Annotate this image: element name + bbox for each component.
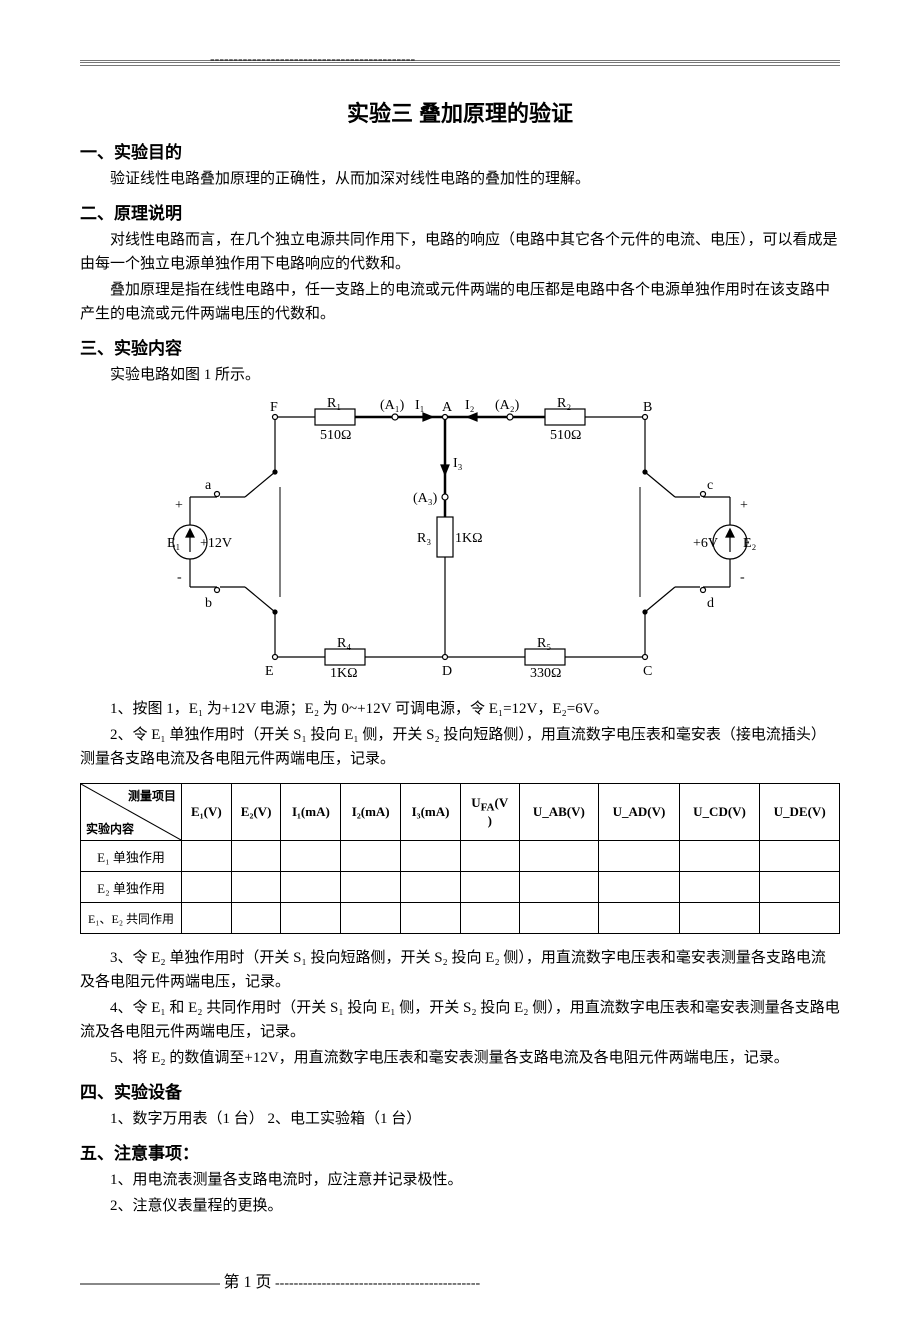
table-row: E₁、E₂ 共同作用: [81, 903, 840, 934]
table-diag-header: 测量项目 实验内容: [81, 784, 182, 841]
row-e2-only: E₂ 单独作用: [81, 872, 182, 903]
i1-label: I₁: [415, 398, 425, 413]
table-row: E₂ 单独作用: [81, 872, 840, 903]
r5-value: 330Ω: [530, 666, 561, 681]
table-hdr-bottom: 实验内容: [86, 820, 134, 837]
r1-label: R₁: [327, 397, 341, 411]
r2-label: R₂: [557, 397, 571, 411]
i2-label: I₂: [465, 398, 475, 413]
section-1-p1: 验证线性电路叠加原理的正确性，从而加深对线性电路的叠加性的理解。: [80, 167, 840, 191]
a1-label: (A₁): [380, 398, 405, 413]
section-2-heading: 二、原理说明: [80, 199, 840, 224]
section-3-p1: 实验电路如图 1 所示。: [80, 363, 840, 387]
section-2-p2: 叠加原理是指在线性电路中，任一支路上的电流或元件两端的电压都是电路中各个电源单独…: [80, 278, 840, 326]
col-ucd: U_CD(V): [679, 784, 760, 841]
table-hdr-top: 测量项目: [128, 787, 176, 804]
page-number: 第 1 页: [224, 1274, 272, 1291]
node-A: A: [442, 400, 453, 415]
section-5-heading: 五、注意事项：: [80, 1139, 840, 1164]
e1-minus: -: [177, 570, 182, 585]
page-footer: 第 1 页 ----------------------------------…: [80, 1268, 840, 1292]
section-5-p1: 1、用电流表测量各支路电流时，应注意并记录极性。: [80, 1168, 840, 1192]
a3-label: (A₃): [413, 491, 438, 506]
e1-value: +12V: [200, 536, 232, 551]
r4-value: 1KΩ: [330, 666, 358, 681]
node-d: d: [707, 596, 714, 611]
node-D: D: [442, 664, 452, 679]
section-1-heading: 一、实验目的: [80, 138, 840, 163]
r5-label: R₅: [537, 636, 551, 651]
e2-label: E₂: [743, 536, 757, 551]
e1-label: E₁: [167, 536, 180, 551]
e2-minus: -: [740, 570, 745, 585]
section-3-p4: 3、令 E₂ 单独作用时（开关 S₁ 投向短路侧，开关 S₂ 投向 E₂ 侧），…: [80, 946, 840, 994]
col-i2: I₂(mA): [341, 784, 401, 841]
circuit-diagram: F A B E D C R₁ 510Ω R₂ 510Ω R₃ 1KΩ R₄ 1K…: [145, 397, 775, 687]
r4-label: R₄: [337, 636, 351, 651]
section-2-p1: 对线性电路而言，在几个独立电源共同作用下，电路的响应（电路中其它各个元件的电流、…: [80, 228, 840, 276]
col-uad: U_AD(V): [599, 784, 680, 841]
section-3-p5: 4、令 E₁ 和 E₂ 共同作用时（开关 S₁ 投向 E₁ 侧，开关 S₂ 投向…: [80, 996, 840, 1044]
table-row: E₁ 单独作用: [81, 841, 840, 872]
e2-value: +6V: [693, 536, 718, 551]
a2-label: (A₂): [495, 398, 520, 413]
node-B: B: [643, 400, 652, 415]
section-3-p6: 5、将 E₂ 的数值调至+12V，用直流数字电压表和毫安表测量各支路电流及各电阻…: [80, 1046, 840, 1070]
col-i1: I₁(mA): [281, 784, 341, 841]
r1-value: 510Ω: [320, 428, 351, 443]
row-e1-only: E₁ 单独作用: [81, 841, 182, 872]
i3-label: I₃: [453, 456, 463, 471]
node-C: C: [643, 664, 652, 679]
col-uab: U_AB(V): [519, 784, 599, 841]
col-e2: E₂(V): [231, 784, 281, 841]
r3-label: R₃: [417, 531, 431, 546]
row-both: E₁、E₂ 共同作用: [81, 903, 182, 934]
r2-value: 510Ω: [550, 428, 581, 443]
top-rule: ----------------------------------------…: [80, 60, 840, 66]
col-e1: E₁(V): [182, 784, 232, 841]
node-E: E: [265, 664, 274, 679]
node-F: F: [270, 400, 278, 415]
section-3-p3: 2、令 E₁ 单独作用时（开关 S₁ 投向 E₁ 侧，开关 S₂ 投向短路侧），…: [80, 723, 840, 771]
col-i3: I₃(mA): [401, 784, 461, 841]
e1-plus: +: [175, 498, 183, 513]
node-c: c: [707, 478, 713, 493]
node-a: a: [205, 478, 212, 493]
section-5-p2: 2、注意仪表量程的更换。: [80, 1194, 840, 1218]
r3-value: 1KΩ: [455, 531, 483, 546]
measurement-table: 测量项目 实验内容 E₁(V) E₂(V) I₁(mA) I₂(mA) I₃(m…: [80, 783, 840, 934]
section-4-heading: 四、实验设备: [80, 1078, 840, 1103]
section-3-p2: 1、按图 1，E₁ 为+12V 电源；E₂ 为 0~+12V 可调电源，令 E₁…: [80, 697, 840, 721]
section-4-p1: 1、数字万用表（1 台） 2、电工实验箱（1 台）: [80, 1107, 840, 1131]
node-b: b: [205, 596, 212, 611]
col-ude: U_DE(V): [760, 784, 840, 841]
e2-plus: +: [740, 498, 748, 513]
col-ufa: UFA(V): [460, 784, 519, 841]
section-3-heading: 三、实验内容: [80, 334, 840, 359]
page-title: 实验三 叠加原理的验证: [80, 96, 840, 128]
